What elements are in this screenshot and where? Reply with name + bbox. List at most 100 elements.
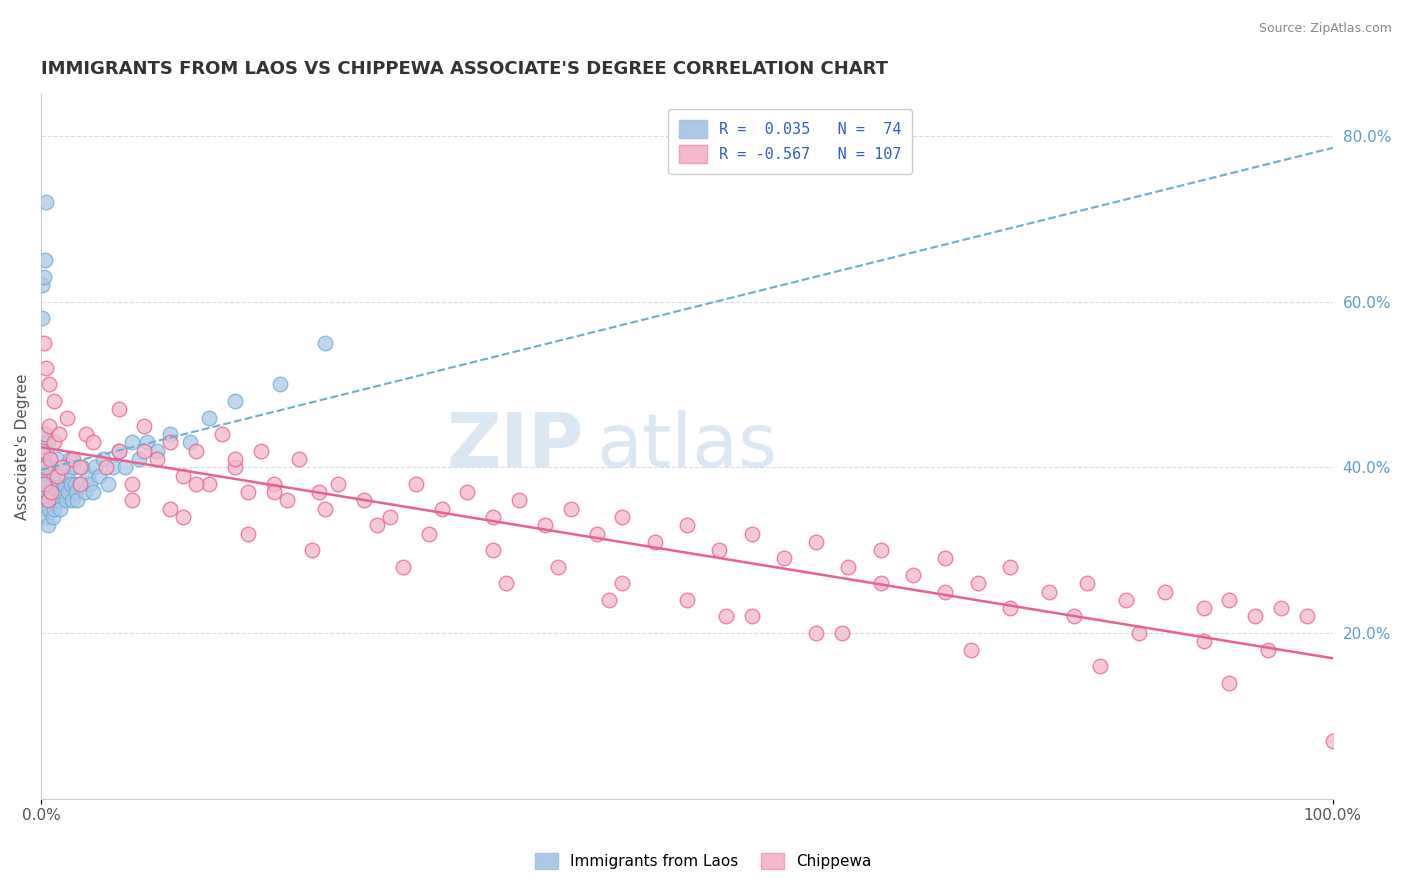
Point (184, 443, 207, 458)
Point (53, 476, 76, 491)
Point (32, 336, 55, 351)
Text: atlas: atlas (596, 410, 778, 483)
Point (301, 543, 323, 558)
Point (612, 576, 634, 591)
Point (418, 526, 440, 541)
Point (32, 493, 55, 508)
Point (39, 460, 62, 475)
Point (585, 526, 607, 541)
Point (456, 485, 478, 500)
Point (146, 443, 169, 458)
Point (107, 443, 129, 458)
Point (42, 510, 65, 524)
Point (263, 485, 285, 500)
Point (772, 551, 794, 566)
Point (69, 476, 91, 491)
Point (269, 377, 291, 392)
Point (378, 510, 401, 524)
Point (55, 493, 77, 508)
Point (56, 410, 79, 425)
Point (869, 576, 891, 591)
Point (31, 443, 53, 458)
Point (741, 609, 763, 624)
Point (172, 468, 194, 483)
Point (714, 609, 737, 624)
Point (1192, 634, 1215, 648)
Point (76, 468, 98, 483)
Point (38, 377, 60, 392)
Point (73, 485, 96, 500)
Point (482, 543, 505, 558)
Point (62, 460, 84, 475)
Point (72, 460, 94, 475)
Point (107, 402, 129, 417)
Point (198, 476, 221, 491)
Point (159, 435, 181, 450)
Point (121, 493, 143, 508)
Point (52, 460, 75, 475)
Point (1090, 659, 1112, 673)
Point (32, 460, 55, 475)
Point (37, 493, 59, 508)
Point (495, 576, 517, 591)
Point (249, 443, 271, 458)
Point (179, 435, 201, 450)
Point (31, 476, 53, 491)
Point (37, 435, 59, 450)
Point (31, 443, 53, 458)
Point (598, 593, 620, 607)
Point (1115, 593, 1137, 607)
Point (314, 501, 336, 516)
Point (37, 518, 59, 533)
Point (37, 493, 59, 508)
Point (430, 501, 453, 516)
Point (1153, 584, 1175, 599)
Point (508, 493, 530, 508)
Point (94, 460, 117, 475)
Point (69, 460, 91, 475)
Point (89, 468, 111, 483)
Point (45, 468, 67, 483)
Point (134, 418, 156, 433)
Point (34, 501, 56, 516)
Point (107, 443, 129, 458)
Point (837, 559, 859, 574)
Point (42, 501, 65, 516)
Point (42, 476, 65, 491)
Point (1063, 609, 1085, 624)
Point (366, 518, 388, 533)
Point (276, 493, 298, 508)
Point (38, 501, 60, 516)
Point (804, 626, 827, 640)
Text: IMMIGRANTS FROM LAOS VS CHIPPEWA ASSOCIATE'S DEGREE CORRELATION CHART: IMMIGRANTS FROM LAOS VS CHIPPEWA ASSOCIA… (41, 60, 889, 78)
Point (35, 360, 58, 375)
Point (236, 526, 259, 541)
Point (676, 593, 699, 607)
Point (1257, 642, 1279, 657)
Point (159, 501, 181, 516)
Point (97, 476, 120, 491)
Point (612, 510, 634, 524)
Point (1038, 584, 1060, 599)
Point (44, 460, 66, 475)
Point (82, 435, 104, 450)
Point (62, 452, 84, 467)
Point (676, 518, 699, 533)
Point (121, 435, 143, 450)
Point (46, 476, 69, 491)
Point (1218, 675, 1240, 690)
Point (1218, 593, 1240, 607)
Point (328, 476, 350, 491)
Point (934, 551, 956, 566)
Point (38, 476, 60, 491)
Point (45, 452, 67, 467)
Point (32, 476, 55, 491)
Point (42, 435, 65, 450)
Point (224, 394, 246, 409)
Point (224, 460, 246, 475)
Point (644, 534, 666, 549)
Point (59, 476, 82, 491)
Point (34, 427, 56, 442)
Point (39, 452, 62, 467)
Point (534, 518, 557, 533)
